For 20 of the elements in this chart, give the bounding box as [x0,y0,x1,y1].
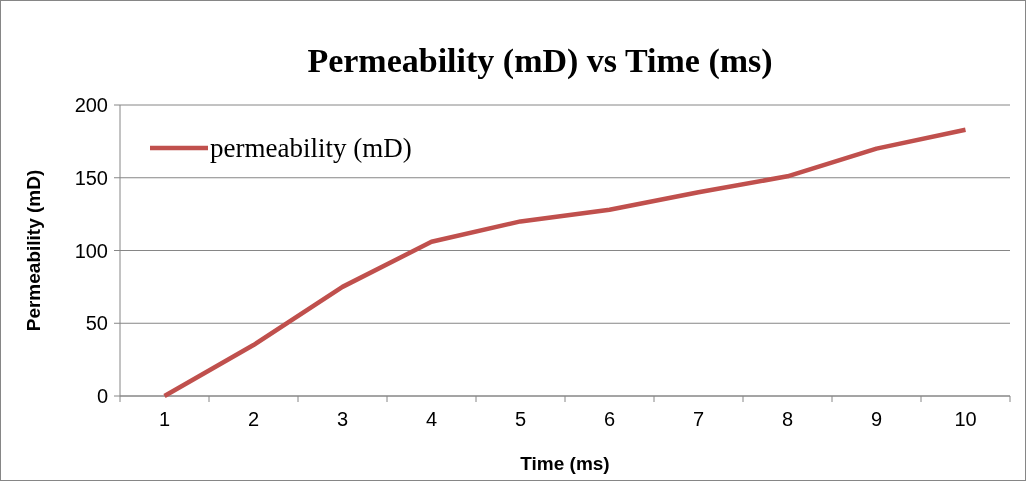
x-tick-label: 8 [781,408,794,430]
x-tick-label: 7 [692,408,705,430]
chart-title: Permeability (mD) vs Time (ms) [307,42,773,80]
y-tick-label: 200 [74,94,108,116]
x-tick-label: 2 [247,408,260,430]
x-axis-title: Time (ms) [520,453,610,474]
x-tick-label: 5 [514,408,527,430]
x-tick-label: 9 [870,408,883,430]
y-tick-label: 150 [74,166,108,189]
x-tick-label: 4 [425,408,438,430]
y-tick-label: 50 [85,312,108,335]
x-tick-label: 10 [954,408,977,430]
legend-label: permeability (mD) [210,133,412,164]
y-tick-label: 100 [74,239,108,262]
x-tick-label: 3 [336,408,349,430]
line-series [162,127,968,399]
y-axis-title: Permeability (mD) [23,169,44,332]
y-tick-label: 0 [96,385,108,407]
x-tick-label: 1 [158,408,171,430]
x-tick-label: 6 [603,408,616,430]
